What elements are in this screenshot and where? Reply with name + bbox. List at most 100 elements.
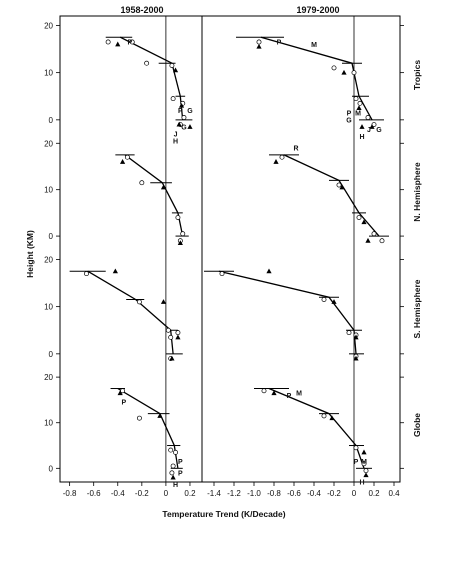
x-tick-label: -0.8	[63, 489, 77, 498]
filled-triangle-point	[178, 102, 185, 108]
x-tick-label: -0.4	[307, 489, 321, 498]
x-tick-label: 0	[352, 489, 357, 498]
trend-profile-line	[218, 270, 357, 354]
axis-ticks: -0.8 -0.6 -0.4 -0.2 0 0.2 -1.4 -1.2 -1.0 -0.8 -0.6…	[44, 21, 404, 498]
filled-triangle-point	[365, 237, 371, 243]
filled-triangle-point	[175, 334, 181, 340]
dataset-letter-label: M	[355, 110, 361, 117]
dataset-letter-label: P	[178, 470, 183, 477]
row-label: Globe	[412, 413, 422, 437]
panel-frame-0	[59, 15, 203, 483]
row-label: Tropics	[412, 60, 422, 91]
open-circle-point	[279, 154, 285, 160]
open-circle-point	[168, 447, 174, 453]
dataset-letter-label: P	[121, 400, 126, 407]
open-circle-point	[321, 297, 327, 303]
trend-profile-line	[119, 36, 184, 120]
x-tick-label: 0.4	[388, 489, 400, 498]
x-tick-label: 0	[164, 489, 169, 498]
open-circle-point	[165, 327, 171, 333]
x-tick-label: 0.2	[184, 489, 196, 498]
y-tick-label: 20	[44, 373, 53, 382]
filled-triangle-point	[115, 41, 121, 47]
filled-triangle-point	[266, 268, 272, 274]
dataset-letter-label: M	[311, 42, 317, 49]
filled-triangle-point	[341, 69, 347, 75]
open-circle-point	[180, 231, 186, 237]
dataset-letter-label: G	[187, 108, 193, 115]
y-tick-label: 10	[44, 419, 53, 428]
open-circle-point	[170, 96, 176, 102]
x-tick-label: -0.4	[111, 489, 125, 498]
filled-triangle-point	[271, 390, 277, 396]
open-circle-point	[336, 182, 342, 188]
dataset-letter-label: P	[354, 459, 359, 466]
open-circle-point	[84, 271, 89, 277]
filled-triangle-point	[187, 124, 193, 129]
filled-triangle-point	[369, 124, 375, 129]
dataset-letter-label: P	[347, 110, 352, 117]
filled-triangle-point	[353, 334, 359, 340]
row-label: N. Hemisphere	[412, 162, 422, 222]
open-circle-point	[261, 388, 267, 394]
open-circle-point	[219, 271, 225, 277]
x-tick-label: -0.2	[135, 489, 149, 498]
filled-triangle-point	[331, 299, 337, 304]
dataset-letter-label: P	[277, 39, 282, 46]
x-tick-label: -1.4	[207, 489, 221, 498]
open-circle-point	[144, 60, 150, 66]
open-circle-point	[346, 330, 352, 336]
x-tick-label: -1.0	[247, 489, 261, 498]
filled-triangle-point	[160, 299, 167, 304]
trend-profile-line	[268, 387, 365, 469]
open-circle-point	[129, 39, 135, 45]
open-circle-point	[136, 299, 142, 305]
x-tick-label: -0.8	[267, 489, 281, 498]
x-tick-label: -0.6	[87, 489, 101, 498]
open-circle-point	[181, 115, 187, 120]
filled-triangle-point	[359, 124, 365, 129]
filled-triangle-point	[361, 219, 367, 225]
dataset-letter-label: P	[178, 108, 183, 115]
open-circle-point	[353, 96, 359, 102]
open-circle-point	[361, 461, 367, 467]
x-axis-label: Temperature Trend (K/Decade)	[162, 509, 285, 519]
x-tick-label: -0.6	[287, 489, 301, 498]
dataset-letter-label: G	[181, 124, 187, 131]
filled-triangle-point	[169, 355, 175, 361]
filled-triangle-point	[353, 355, 359, 361]
open-circle-point	[351, 70, 357, 76]
dataset-letter-label: P	[178, 459, 183, 466]
trend-profile-line	[283, 154, 380, 237]
open-circle-point	[175, 215, 181, 220]
y-tick-label: 20	[44, 21, 53, 30]
x-tick-label: -1.2	[227, 489, 241, 498]
open-circle-point	[371, 231, 377, 237]
filled-triangle-point	[112, 268, 118, 274]
dataset-letter-label: H	[173, 482, 178, 489]
trend-profile-line	[124, 154, 184, 237]
filled-triangle-point	[172, 67, 179, 73]
y-tick-label: 10	[44, 69, 53, 78]
open-circle-point	[321, 413, 327, 419]
filled-triangle-point	[176, 121, 182, 127]
filled-triangle-point	[117, 390, 123, 396]
y-tick-label: 0	[49, 232, 54, 241]
panel-titles: 1958-2000 1979-2000	[120, 5, 339, 15]
open-circle-point	[139, 180, 145, 186]
open-circle-point	[379, 238, 385, 244]
open-circle-point	[256, 39, 262, 45]
dataset-letter-label: J	[174, 132, 178, 139]
y-tick-label: 0	[49, 464, 54, 473]
filled-triangle-point	[356, 105, 362, 111]
x-tick-label: 0.2	[368, 489, 380, 498]
filled-triangle-point	[363, 472, 369, 478]
filled-triangle-point	[273, 159, 279, 164]
y-tick-label: 10	[44, 303, 53, 312]
open-circle-point	[353, 445, 359, 451]
panel-title-right: 1979-2000	[296, 5, 339, 15]
panel-frame-1	[201, 15, 401, 483]
y-tick-label: 20	[44, 255, 53, 264]
